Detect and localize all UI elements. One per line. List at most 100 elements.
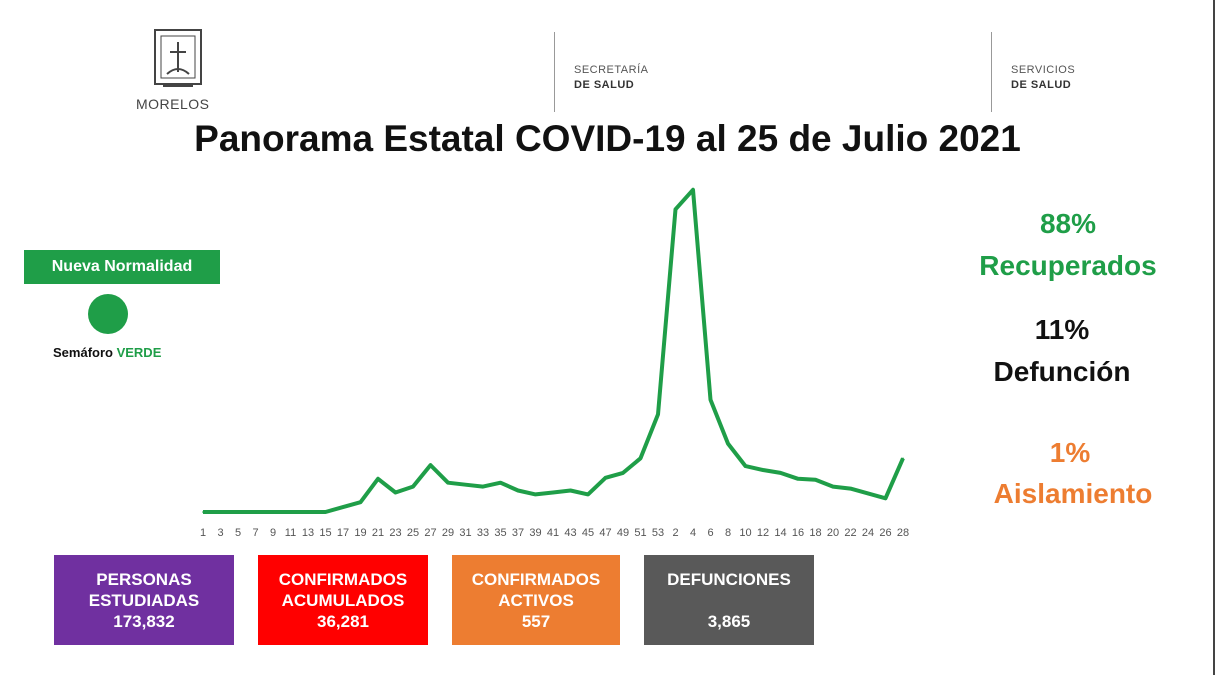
card-value: 36,281 [317,611,369,631]
card-value: 557 [521,611,551,631]
x-tick-label: 13 [302,527,314,539]
data-point [744,465,747,467]
header-divider [991,32,992,112]
x-tick-label: 21 [372,527,384,539]
x-tick-label: 16 [792,527,804,539]
data-point [447,481,449,484]
x-tick-label: 35 [494,527,506,539]
data-point [254,511,257,513]
card-label: PERSONAS [96,569,192,589]
data-point [569,489,572,492]
card-value: 173,832 [113,611,175,631]
x-tick-label: 20 [827,527,839,539]
confirmados-acumulados-card: CONFIRMADOS ACUMULADOS 36,281 [258,555,428,645]
data-point [867,492,869,495]
x-tick-label: 10 [739,527,751,539]
data-point [604,477,607,479]
x-tick-label: 33 [477,527,489,539]
data-point [797,478,799,480]
x-tick-label: 26 [879,527,891,539]
defuncion-label: Defunción [993,356,1131,387]
recuperados-percent: 88% [1039,208,1097,239]
card-label: CONFIRMADOS [278,569,408,589]
data-point [587,493,589,496]
secretaria-label: SECRETARÍA DE SALUD [574,64,649,91]
x-tick-label: 53 [652,527,664,539]
data-point [499,481,502,484]
x-tick-label: 24 [862,527,874,539]
data-point [552,491,554,494]
data-point [482,485,484,488]
x-tick-label: 1 [200,527,206,539]
data-point [219,511,222,513]
x-tick-label: 15 [319,527,331,539]
card-label: CONFIRMADOS [471,569,601,589]
aislamiento-percent: 1% [1049,437,1091,468]
data-point [709,398,712,401]
card-label: DEFUNCIONES [667,569,791,589]
data-point [639,457,642,460]
x-tick-label: 49 [617,527,629,539]
series-line [203,187,905,514]
data-point [674,208,677,211]
x-tick-label: 23 [389,527,401,539]
morelos-logo-text: MORELOS [136,96,210,112]
data-point [657,413,659,416]
x-tick-label: 6 [707,527,713,539]
data-point [202,511,204,513]
data-point [779,472,782,474]
morelos-logo [154,29,202,87]
x-tick-label: 12 [757,527,769,539]
card-value: 3,865 [707,611,751,631]
x-tick-label: 11 [285,527,296,539]
frame-border [1213,0,1215,675]
x-tick-label: 25 [407,527,419,539]
data-point [832,485,834,488]
semaforo-label: Semáforo VERDE [53,345,162,360]
x-tick-label: 31 [459,527,471,539]
x-tick-label: 18 [809,527,821,539]
x-tick-label: 37 [512,527,524,539]
defuncion-percent: 11% [1034,314,1090,345]
page-title: Panorama Estatal COVID-19 al 25 de Julio… [194,118,1021,159]
x-tick-label: 9 [270,527,276,539]
card-label: ACUMULADOS [281,590,405,610]
x-tick-label: 7 [252,527,258,539]
x-tick-label: 19 [354,527,366,539]
aislamiento-label: Aislamiento [993,478,1153,509]
data-point [359,501,362,504]
data-point [762,469,764,471]
confirmados-activos-card: CONFIRMADOS ACTIVOS 557 [452,555,620,645]
card-label: ESTUDIADAS [88,590,200,610]
recuperados-label: Recuperados [979,250,1157,281]
data-point [534,493,537,496]
data-point [429,464,432,466]
data-point [307,511,309,513]
data-point [464,483,467,486]
x-tick-label: 45 [582,527,594,539]
x-tick-label: 22 [844,527,856,539]
data-point [289,511,292,513]
card-label [644,590,814,611]
data-point [324,511,327,513]
x-tick-label: 5 [235,527,241,539]
x-tick-label: 51 [634,527,646,539]
x-tick-label: 14 [774,527,786,539]
x-tick-label: 29 [442,527,454,539]
x-tick-label: 28 [897,527,909,539]
data-point [849,487,852,490]
data-point [394,491,397,494]
x-tick-label: 3 [217,527,223,539]
data-point [517,489,519,492]
nueva-normalidad-badge: Nueva Normalidad [24,250,220,284]
card-label: ACTIVOS [498,590,574,610]
data-point [622,472,624,474]
data-point [412,485,414,488]
semaforo-light-icon [88,294,128,334]
personas-estudiadas-card: PERSONAS ESTUDIADAS 173,832 [54,555,234,645]
data-point [342,506,344,508]
x-tick-label: 47 [599,527,611,539]
data-point [902,457,904,460]
data-point [884,497,887,500]
